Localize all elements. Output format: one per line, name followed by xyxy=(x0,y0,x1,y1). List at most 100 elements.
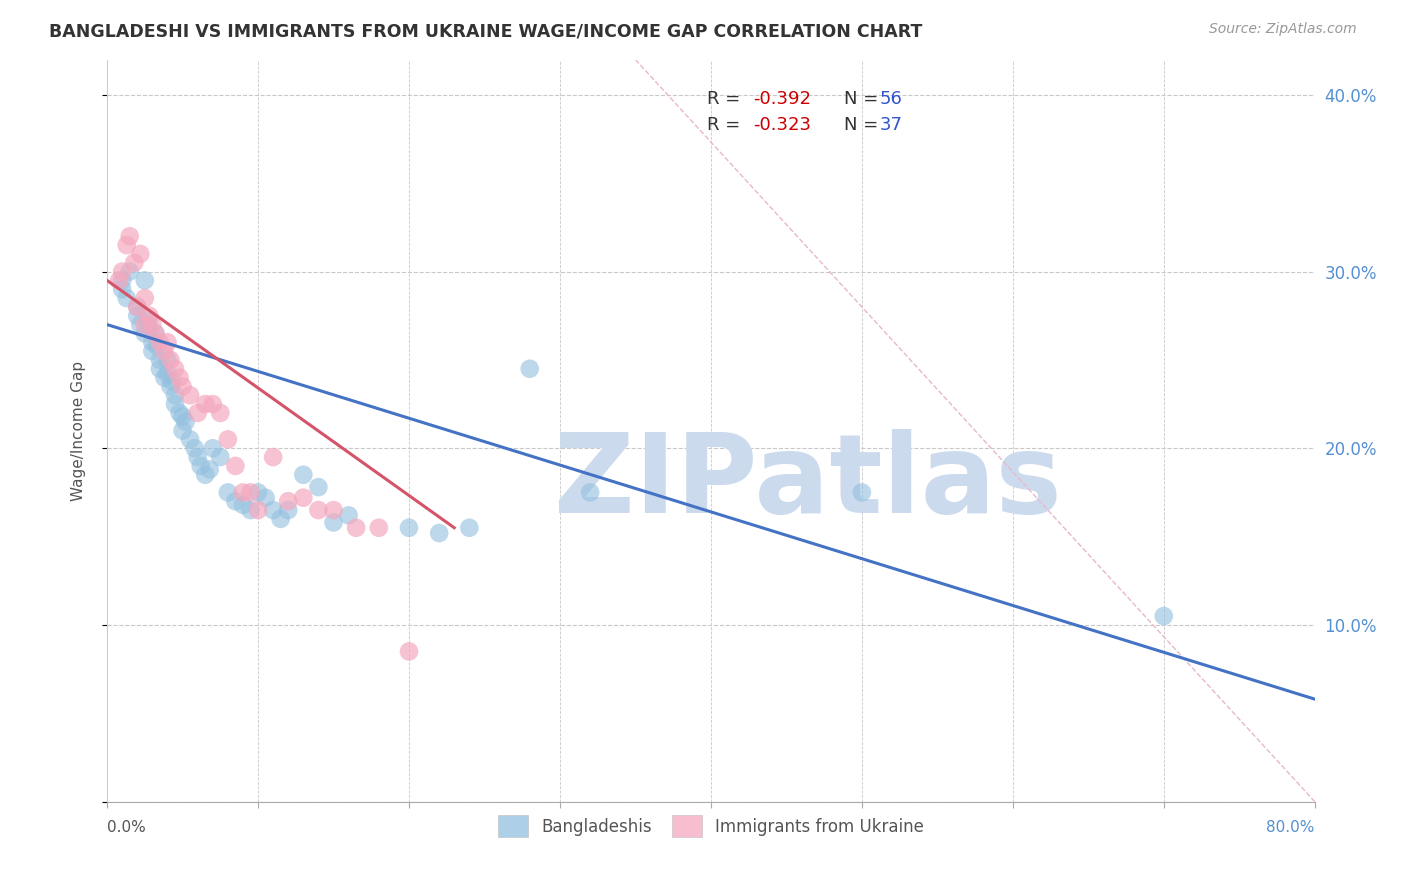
Point xyxy=(127,300,149,314)
Point xyxy=(138,309,160,323)
Point xyxy=(149,353,172,368)
Text: N =: N = xyxy=(844,90,884,108)
Point xyxy=(187,450,209,464)
Point xyxy=(129,318,152,332)
Point xyxy=(169,370,191,384)
Point xyxy=(322,516,344,530)
Text: -0.392: -0.392 xyxy=(754,90,811,108)
Point xyxy=(201,397,224,411)
Point xyxy=(145,326,167,341)
Point xyxy=(262,503,284,517)
Point xyxy=(367,521,389,535)
Point xyxy=(172,409,194,424)
Point xyxy=(141,344,163,359)
Y-axis label: Wage/Income Gap: Wage/Income Gap xyxy=(72,360,86,500)
Point xyxy=(224,458,246,473)
Text: 56: 56 xyxy=(880,90,903,108)
Point xyxy=(209,406,232,420)
Point xyxy=(277,503,299,517)
Point xyxy=(118,229,141,244)
Text: R =: R = xyxy=(707,116,747,134)
Point xyxy=(127,300,149,314)
Point xyxy=(232,498,254,512)
Point xyxy=(232,485,254,500)
Point xyxy=(337,508,360,523)
Point xyxy=(153,370,176,384)
Point xyxy=(156,353,179,368)
Point xyxy=(111,282,134,296)
Point xyxy=(194,467,217,482)
Point xyxy=(146,339,169,353)
Point xyxy=(122,256,145,270)
Point xyxy=(115,238,138,252)
Point xyxy=(159,353,181,368)
Point xyxy=(156,367,179,381)
Point xyxy=(239,485,262,500)
Text: R =: R = xyxy=(707,90,747,108)
Point xyxy=(262,450,284,464)
Point xyxy=(209,450,232,464)
Point xyxy=(427,526,450,541)
Point xyxy=(127,309,149,323)
Point xyxy=(141,335,163,350)
Point xyxy=(579,485,602,500)
Point xyxy=(141,318,163,332)
Point xyxy=(163,397,186,411)
Point xyxy=(194,397,217,411)
Point xyxy=(322,503,344,517)
Point xyxy=(172,379,194,393)
Point xyxy=(156,335,179,350)
Point xyxy=(198,462,221,476)
Point xyxy=(307,480,329,494)
Text: 37: 37 xyxy=(880,116,903,134)
Point xyxy=(277,494,299,508)
Text: Source: ZipAtlas.com: Source: ZipAtlas.com xyxy=(1209,22,1357,37)
Point xyxy=(111,273,134,287)
Point xyxy=(108,273,131,287)
Point xyxy=(160,374,183,388)
Point xyxy=(398,644,420,658)
Point xyxy=(179,388,201,402)
Point xyxy=(239,503,262,517)
Legend: Bangladeshis, Immigrants from Ukraine: Bangladeshis, Immigrants from Ukraine xyxy=(489,807,932,846)
Point xyxy=(138,321,160,335)
Point xyxy=(159,379,181,393)
Point xyxy=(169,406,191,420)
Point xyxy=(163,361,186,376)
Point xyxy=(307,503,329,517)
Point xyxy=(190,458,212,473)
Point xyxy=(270,512,292,526)
Point xyxy=(247,503,270,517)
Point xyxy=(398,521,420,535)
Point xyxy=(149,361,172,376)
Point xyxy=(187,406,209,420)
Point xyxy=(174,415,197,429)
Point xyxy=(145,326,167,341)
Point xyxy=(247,485,270,500)
Point xyxy=(519,361,541,376)
Point xyxy=(458,521,481,535)
Point xyxy=(153,344,176,359)
Text: -0.323: -0.323 xyxy=(754,116,811,134)
Point xyxy=(134,326,156,341)
Point xyxy=(201,442,224,456)
Point xyxy=(129,247,152,261)
Text: N =: N = xyxy=(844,116,884,134)
Point xyxy=(183,442,205,456)
Point xyxy=(134,318,156,332)
Point xyxy=(134,273,156,287)
Point xyxy=(217,433,239,447)
Point xyxy=(344,521,367,535)
Text: 80.0%: 80.0% xyxy=(1267,820,1315,835)
Text: 0.0%: 0.0% xyxy=(107,820,146,835)
Point xyxy=(851,485,873,500)
Point xyxy=(224,494,246,508)
Text: BANGLADESHI VS IMMIGRANTS FROM UKRAINE WAGE/INCOME GAP CORRELATION CHART: BANGLADESHI VS IMMIGRANTS FROM UKRAINE W… xyxy=(49,22,922,40)
Point xyxy=(179,433,201,447)
Point xyxy=(217,485,239,500)
Point xyxy=(134,291,156,305)
Point xyxy=(115,291,138,305)
Point xyxy=(292,491,315,505)
Point xyxy=(172,424,194,438)
Point xyxy=(1153,609,1175,624)
